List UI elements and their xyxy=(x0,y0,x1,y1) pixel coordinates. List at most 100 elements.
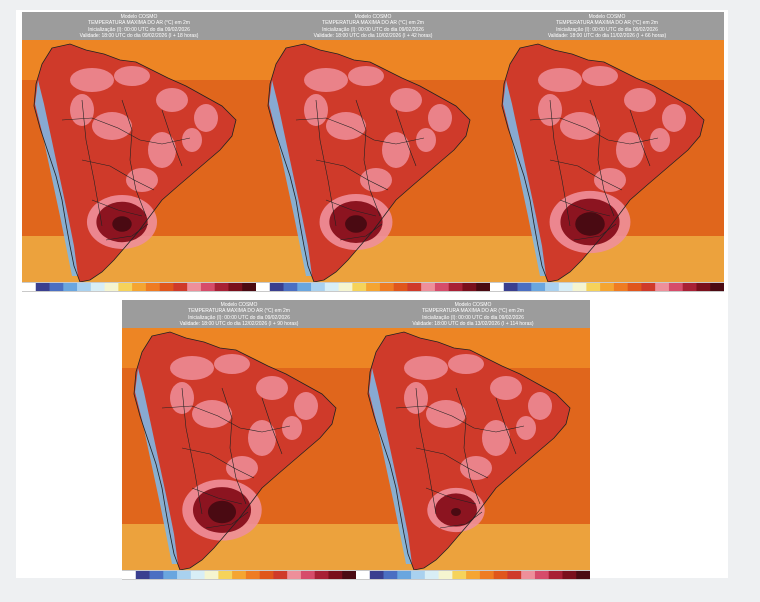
country-border xyxy=(121,99,147,217)
colorbar-swatch xyxy=(696,283,711,291)
colorbar-swatch xyxy=(434,283,450,291)
colorbar-swatch xyxy=(531,283,546,291)
country-border xyxy=(105,223,149,241)
warm-area xyxy=(428,104,452,132)
country-border xyxy=(339,223,383,241)
colorbar-swatch xyxy=(159,283,174,291)
coastline xyxy=(133,331,337,570)
colorbar-swatch xyxy=(507,571,522,579)
colorbar-swatch xyxy=(682,283,697,291)
colorbar-swatch xyxy=(173,283,188,291)
warm-area xyxy=(248,420,276,456)
colorbar-swatch xyxy=(462,283,477,291)
country-border xyxy=(181,387,203,515)
country-border xyxy=(573,223,617,241)
colorbar xyxy=(22,283,256,291)
country-border xyxy=(315,159,389,191)
colorbar-swatch xyxy=(35,283,50,291)
hottest-core xyxy=(345,215,367,233)
colorbar-swatch xyxy=(438,571,453,579)
country-border xyxy=(161,109,183,167)
colorbar-swatch xyxy=(493,571,508,579)
colorbar-swatch xyxy=(218,571,233,579)
colorbar-swatch xyxy=(232,571,247,579)
colorbar-swatch xyxy=(534,571,550,579)
country-border xyxy=(549,159,623,191)
colorbar-swatch xyxy=(366,283,381,291)
colorbar-swatch xyxy=(576,571,590,579)
country-border xyxy=(91,199,143,217)
colorbar-swatch xyxy=(558,283,573,291)
warm-area xyxy=(156,88,188,112)
warm-area xyxy=(390,88,422,112)
country-border xyxy=(295,117,425,145)
warm-area xyxy=(304,68,348,92)
valid-time: Validade: 18:00 UTC do dia 09/02/2026 (I… xyxy=(79,33,199,40)
country-border xyxy=(415,387,437,515)
colorbar-swatch xyxy=(328,571,343,579)
colorbar-swatch xyxy=(407,283,422,291)
country-border xyxy=(205,511,249,529)
colorbar-swatch xyxy=(369,571,384,579)
forecast-map-panel-2: Modelo COSMO TEMPERATURA MÁXIMA DO AR (°… xyxy=(256,12,490,292)
figure-sheet: Modelo COSMO TEMPERATURA MÁXIMA DO AR (°… xyxy=(16,10,728,580)
country-border xyxy=(629,109,651,167)
colorbar-swatch xyxy=(104,283,119,291)
colorbar xyxy=(122,571,356,579)
colorbar-swatch xyxy=(187,283,202,291)
country-border xyxy=(439,511,483,529)
warm-area xyxy=(404,356,448,380)
forecast-map-panel-3: Modelo COSMO TEMPERATURA MÁXIMA DO AR (°… xyxy=(490,12,724,292)
country-border xyxy=(425,487,477,505)
country-border xyxy=(355,99,381,217)
temperature-map xyxy=(356,328,590,570)
warm-area xyxy=(538,94,562,126)
warm-area xyxy=(182,128,202,152)
warm-area xyxy=(148,132,176,168)
warm-area xyxy=(170,382,194,414)
colorbar-swatch xyxy=(242,283,256,291)
colorbar-swatch xyxy=(63,283,78,291)
colorbar-swatch xyxy=(135,571,150,579)
colorbar-swatch xyxy=(245,571,260,579)
warm-area xyxy=(528,392,552,420)
warm-area xyxy=(582,66,618,86)
colorbar-swatch xyxy=(479,571,494,579)
colorbar-swatch xyxy=(149,571,164,579)
map-header: Modelo COSMO TEMPERATURA MÁXIMA DO AR (°… xyxy=(256,12,490,40)
colorbar-swatch xyxy=(314,571,329,579)
model-title: Modelo COSMO xyxy=(120,14,158,20)
warm-area xyxy=(490,376,522,400)
warm-area xyxy=(170,356,214,380)
colorbar-swatch xyxy=(338,283,353,291)
forecast-map-panel-1: Modelo COSMO TEMPERATURA MÁXIMA DO AR (°… xyxy=(22,12,256,292)
warm-area xyxy=(448,354,484,374)
model-title: Modelo COSMO xyxy=(454,302,492,308)
country-border xyxy=(315,99,337,227)
warm-area xyxy=(304,94,328,126)
colorbar-swatch xyxy=(214,283,229,291)
warm-area xyxy=(404,382,428,414)
country-border xyxy=(181,447,255,479)
warm-area xyxy=(482,420,510,456)
temperature-map xyxy=(122,328,356,570)
colorbar-swatch xyxy=(352,283,367,291)
colorbar-swatch xyxy=(204,571,219,579)
colorbar-swatch xyxy=(122,571,137,579)
colorbar-swatch xyxy=(297,283,312,291)
colorbar-swatch xyxy=(668,283,684,291)
variable-title: TEMPERATURA MÁXIMA DO AR (°C) em 2m xyxy=(88,20,190,27)
colorbar-swatch xyxy=(452,571,467,579)
warm-area xyxy=(226,456,258,480)
init-time: Inicialização (I): 00:00 UTC do dia 09/0… xyxy=(556,26,658,33)
country-border xyxy=(529,117,659,145)
warm-area xyxy=(348,66,384,86)
warm-area xyxy=(294,392,318,420)
colorbar-swatch xyxy=(490,283,505,291)
colorbar-swatch xyxy=(256,283,271,291)
warm-area xyxy=(70,68,114,92)
colorbar-swatch xyxy=(90,283,105,291)
colorbar-swatch xyxy=(259,571,274,579)
colorbar-swatch xyxy=(476,283,490,291)
colorbar-swatch xyxy=(503,283,518,291)
